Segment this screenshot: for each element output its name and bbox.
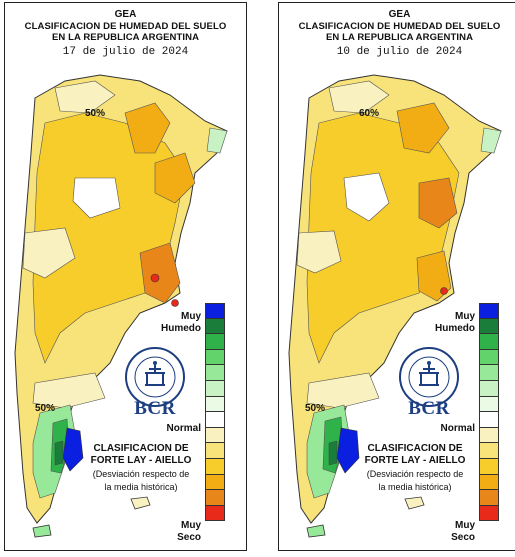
isoline-label: 50% [35, 403, 56, 414]
legend-swatch [479, 490, 499, 506]
isoline-label: 60% [359, 108, 380, 119]
classification-note: CLASIFICACION DE FORTE LAY - AIELLO (Des… [90, 443, 192, 492]
legend-scale [205, 303, 225, 522]
map-title-line1: CLASIFICACION DE HUMEDAD DEL SUELO [24, 21, 227, 32]
map-header: GEA CLASIFICACION DE HUMEDAD DEL SUELO E… [279, 9, 515, 60]
legend-swatch [205, 427, 225, 444]
map-panel-right: GEA CLASIFICACION DE HUMEDAD DEL SUELO E… [278, 2, 515, 551]
legend-swatch [205, 349, 225, 366]
isoline-label: 50% [305, 403, 326, 414]
legend-swatch [479, 334, 499, 350]
legend-label-dry: Muy Seco [177, 520, 201, 543]
legend-swatch [205, 412, 225, 428]
isoline-label: 50% [85, 108, 106, 119]
legend-swatch [479, 349, 499, 366]
legend-swatch [205, 490, 225, 506]
legend-swatch [479, 412, 499, 428]
legend-swatch [479, 396, 499, 413]
legend-swatch [205, 380, 225, 397]
bcr-seal-icon [399, 347, 459, 407]
map-date: 10 de julio de 2024 [336, 46, 463, 58]
legend-swatch [479, 318, 499, 335]
legend-label-normal: Normal [440, 423, 475, 434]
map-title-line1: CLASIFICACION DE HUMEDAD DEL SUELO [298, 21, 501, 32]
map-date: 17 de julio de 2024 [62, 46, 189, 58]
legend-scale [479, 303, 499, 522]
classification-note: CLASIFICACION DE FORTE LAY - AIELLO (Des… [364, 443, 466, 492]
legend-swatch [205, 318, 225, 335]
argentina-soil-map [14, 74, 228, 538]
legend-swatch [479, 365, 499, 381]
argentina-soil-map [288, 74, 502, 538]
legend-swatch [479, 427, 499, 444]
legend-label-dry: Muy Seco [451, 520, 475, 543]
legend-swatch [205, 334, 225, 350]
legend-swatch [205, 474, 225, 491]
legend-swatch [479, 380, 499, 397]
legend-label-normal: Normal [166, 423, 201, 434]
legend-swatch [479, 505, 499, 522]
map-title-line2: EN LA REPUBLICA ARGENTINA [51, 32, 200, 43]
bcr-seal-icon [125, 347, 185, 407]
map-title-line2: EN LA REPUBLICA ARGENTINA [325, 32, 474, 43]
legend-label-wet: Muy Humedo [161, 311, 201, 334]
legend-swatch [479, 443, 499, 459]
org-label: GEA [114, 9, 137, 20]
bcr-logo-text: BCR [134, 398, 176, 419]
legend-swatch [479, 303, 499, 319]
legend-swatch [479, 458, 499, 475]
bcr-logo-text: BCR [408, 398, 450, 419]
map-header: GEA CLASIFICACION DE HUMEDAD DEL SUELO E… [5, 9, 246, 60]
legend-swatch [205, 365, 225, 381]
org-label: GEA [388, 9, 411, 20]
legend-swatch [205, 303, 225, 319]
legend-swatch [479, 474, 499, 491]
legend-label-wet: Muy Humedo [435, 311, 475, 334]
legend-swatch [205, 443, 225, 459]
legend-swatch [205, 458, 225, 475]
map-panel-left: GEA CLASIFICACION DE HUMEDAD DEL SUELO E… [4, 2, 247, 551]
legend-swatch [205, 505, 225, 522]
legend-swatch [205, 396, 225, 413]
